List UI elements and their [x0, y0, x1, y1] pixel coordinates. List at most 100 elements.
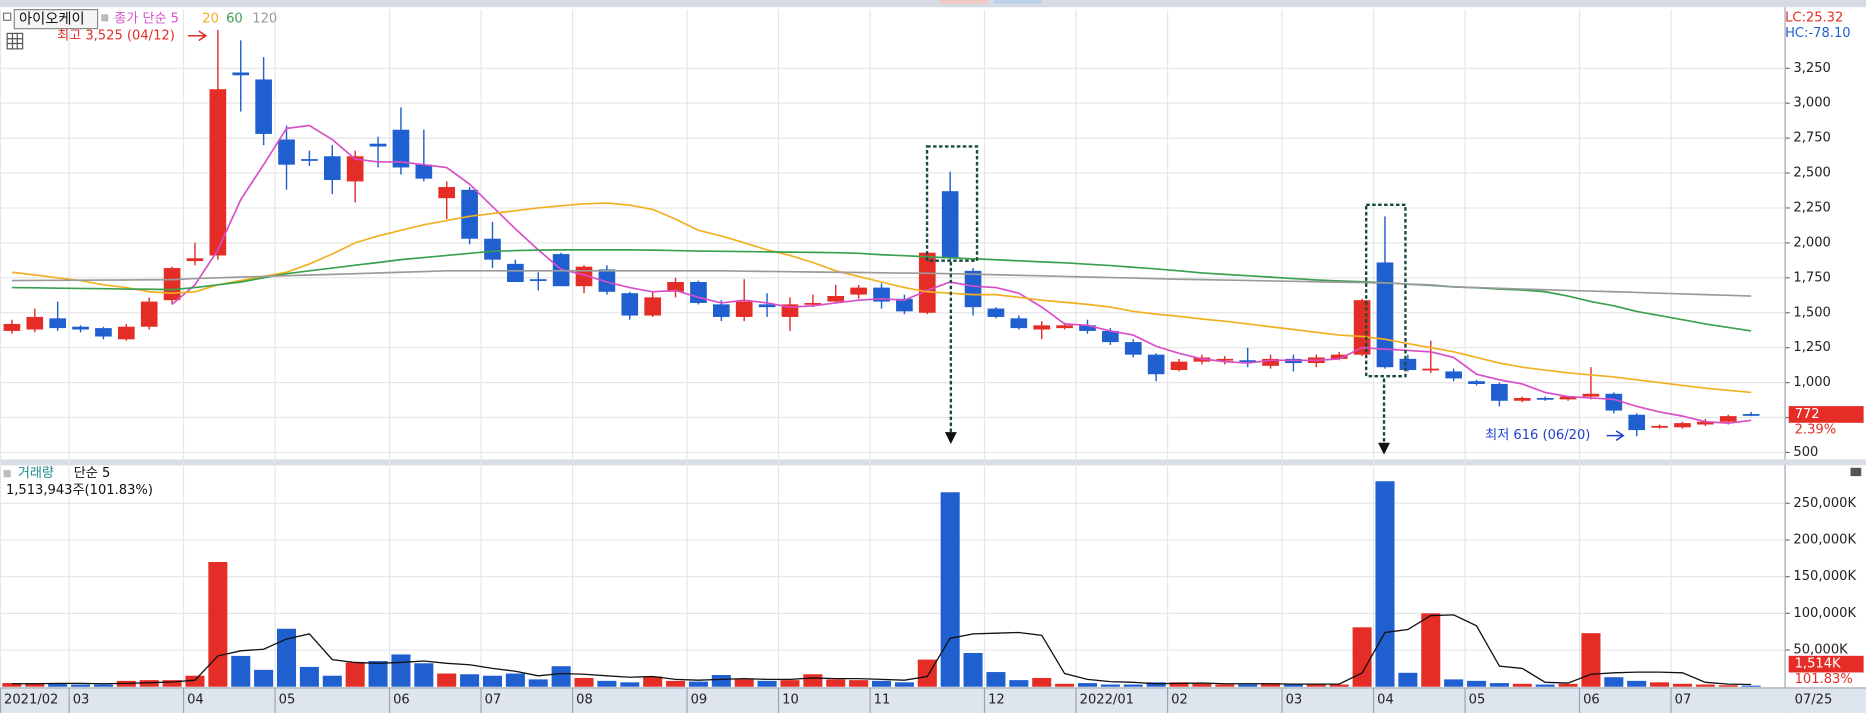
candle-body — [1422, 368, 1440, 371]
candle-body — [1330, 354, 1348, 359]
volume-bar — [505, 673, 525, 687]
volume-bar — [940, 492, 960, 687]
candle-body — [1491, 384, 1508, 401]
candle-body — [95, 328, 112, 337]
candle-body — [1262, 358, 1279, 366]
candle-body — [1742, 414, 1760, 416]
volume-bar — [322, 675, 342, 687]
y-tick-label: 3,250 — [1793, 61, 1830, 76]
candle-body — [712, 304, 730, 317]
x-axis-band — [0, 687, 1866, 713]
volume-bar — [208, 561, 228, 687]
candle-body — [232, 72, 250, 76]
legend-entry: 종가 단순 5 — [114, 11, 179, 27]
candle-body — [507, 263, 524, 283]
y-tick-label: 200,000K — [1793, 532, 1856, 547]
volume-bar — [1032, 677, 1052, 687]
price-tag-label: 772 — [1795, 407, 1820, 422]
candle-body — [301, 159, 318, 161]
volume-bar — [2, 683, 22, 687]
volume-bar — [254, 669, 274, 687]
change-label: 2.39% — [1795, 422, 1837, 437]
volume-bar — [757, 680, 777, 687]
volume-bar — [93, 684, 113, 687]
volume-bar — [574, 677, 594, 687]
candle-body — [461, 189, 478, 239]
x-tick-label: 06 — [1583, 692, 1600, 707]
candle-body — [117, 326, 135, 340]
legend-entry: 60 — [226, 12, 243, 27]
icon — [101, 14, 109, 22]
y-tick-label: 2,250 — [1793, 200, 1830, 215]
y-tick-label: 1,500 — [1793, 305, 1830, 320]
volume-bar — [1672, 683, 1693, 687]
volume-bar — [1375, 481, 1395, 687]
candle-body — [598, 269, 616, 292]
volume-bar — [1055, 683, 1075, 687]
candle-body — [896, 298, 913, 312]
volume-bar — [826, 679, 846, 687]
indicator: HC:-78.10 — [1785, 26, 1851, 41]
volume-bar — [391, 654, 411, 687]
volume-bar — [71, 684, 91, 687]
volume-bar — [528, 679, 548, 687]
candle-body — [918, 252, 936, 313]
x-tick-label: 02 — [1171, 692, 1188, 707]
volume-bar — [1215, 684, 1235, 687]
x-tick-label: 2022/01 — [1080, 692, 1134, 707]
volume-bar — [871, 680, 892, 687]
volume-bar — [1581, 633, 1601, 687]
candle-body — [140, 301, 158, 327]
grid-icon — [7, 33, 23, 49]
volume-bar — [597, 680, 617, 687]
chart-title: 아이오케이 — [19, 11, 85, 28]
candle-body — [1399, 358, 1417, 371]
volume-bar — [917, 659, 937, 687]
y-tick-label: 1,250 — [1793, 340, 1830, 355]
indicator: LC:25.32 — [1785, 10, 1843, 25]
candle-body — [3, 323, 21, 331]
candle-body — [346, 156, 364, 182]
legend-entry: 120 — [252, 12, 277, 27]
candle-body — [1033, 325, 1051, 330]
volume-bar — [25, 683, 45, 687]
candle-body — [1651, 425, 1668, 428]
volume-bar — [1146, 682, 1166, 687]
moving-average-line — [11, 269, 1752, 297]
candle-body — [1697, 421, 1714, 425]
icon — [3, 470, 11, 478]
highlight-box — [1364, 203, 1407, 378]
arrow-head — [1378, 442, 1390, 455]
volume-bar — [1627, 680, 1647, 687]
candle-body — [49, 318, 67, 329]
y-tick-label: 3,000 — [1793, 96, 1830, 111]
annotation-arrow — [1606, 430, 1625, 442]
candle-body — [1124, 342, 1142, 355]
candle-body — [1353, 300, 1371, 355]
volume-bar — [1352, 627, 1372, 687]
collapse-button[interactable] — [1850, 467, 1862, 477]
x-tick-label: 07 — [485, 692, 502, 707]
volume-bar — [345, 662, 365, 687]
x-tick-label: 07 — [1675, 692, 1692, 707]
volume-bar — [1306, 684, 1326, 687]
candle-body — [438, 187, 456, 199]
volume-bar — [368, 661, 388, 687]
volume-bar — [1695, 684, 1715, 687]
y-tick-label: 2,500 — [1793, 166, 1830, 181]
candle-body — [1559, 396, 1577, 400]
x-tick-label: 06 — [393, 692, 410, 707]
x-tick-label: 11 — [874, 692, 891, 707]
volume-bar — [1238, 684, 1258, 687]
y-tick-label: 1,750 — [1793, 270, 1830, 285]
highlight-box — [925, 145, 979, 262]
volume-bar — [711, 674, 731, 687]
volume-bar — [849, 680, 869, 687]
tab — [993, 0, 1042, 4]
volume-bar — [1192, 683, 1212, 687]
candle-body — [621, 293, 639, 316]
volume-bar — [185, 675, 205, 687]
